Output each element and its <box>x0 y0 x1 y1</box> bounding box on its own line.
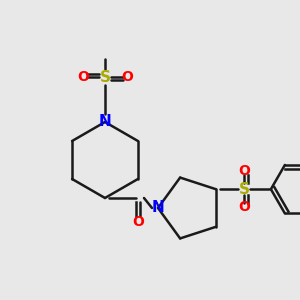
Text: O: O <box>121 70 133 84</box>
Text: S: S <box>238 182 249 197</box>
Text: N: N <box>99 115 111 130</box>
Text: O: O <box>77 70 89 84</box>
Text: O: O <box>238 200 250 214</box>
Text: O: O <box>238 164 250 178</box>
Text: S: S <box>100 70 110 85</box>
Text: N: N <box>152 200 164 215</box>
Text: O: O <box>132 215 144 229</box>
